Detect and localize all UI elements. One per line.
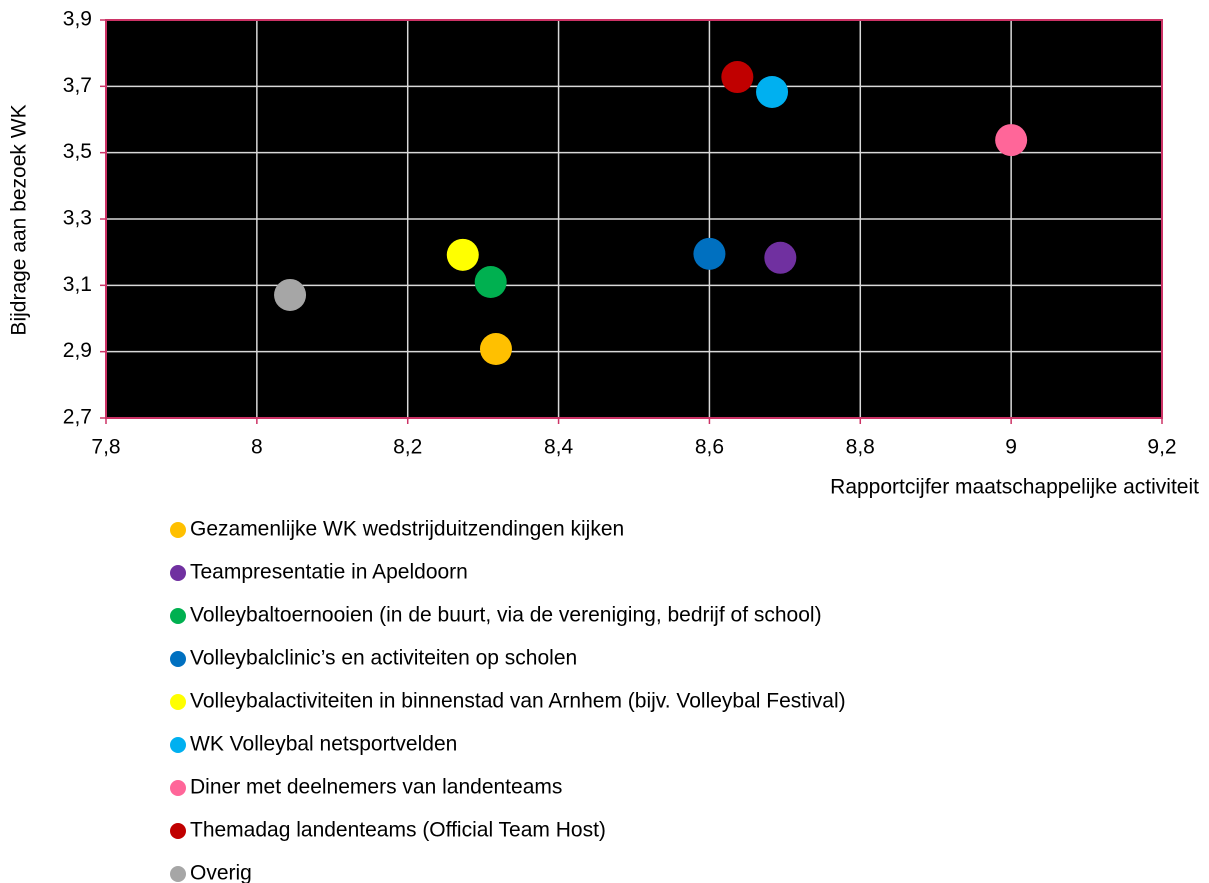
- point: [764, 241, 797, 274]
- legend-label: Volleybalclinic’s en activiteiten op sch…: [190, 647, 577, 670]
- y-tick-label: 3,3: [63, 207, 92, 230]
- x-tick-label: 8,4: [544, 436, 574, 459]
- y-tick-label: 2,7: [63, 406, 92, 429]
- x-tick-label: 9,2: [1147, 436, 1176, 459]
- x-tick-label: 7,8: [91, 436, 120, 459]
- x-tick-label: 8: [251, 436, 263, 459]
- y-tick-label: 3,9: [63, 8, 92, 31]
- legend-label: Overig: [190, 862, 252, 883]
- plot-border: [105, 19, 1163, 419]
- y-axis-title: Bijdrage aan bezoek WK: [8, 104, 31, 335]
- y-tick-label: 3,5: [63, 140, 92, 163]
- legend-swatch: [170, 780, 186, 796]
- legend-swatch: [170, 737, 186, 753]
- legend-label: Volleybaltoernooien (in de buurt, via de…: [190, 604, 822, 627]
- legend-label: Diner met deelnemers van landenteams: [190, 776, 562, 799]
- point: [446, 238, 479, 271]
- y-tick-label: 2,9: [63, 339, 92, 362]
- x-tick-label: 8,8: [846, 436, 875, 459]
- point: [474, 266, 507, 299]
- point: [274, 278, 307, 311]
- legend-swatch: [170, 823, 186, 839]
- legend-swatch: [170, 522, 186, 538]
- legend-label: WK Volleybal netsportvelden: [190, 733, 457, 756]
- x-tick-label: 9: [1005, 436, 1017, 459]
- x-tick-label: 8,6: [695, 436, 724, 459]
- legend-label: Gezamenlijke WK wedstrijduitzendingen ki…: [190, 518, 624, 541]
- point: [693, 237, 726, 270]
- legend-label: Teampresentatie in Apeldoorn: [190, 561, 468, 584]
- legend-label: Volleybalactiviteiten in binnenstad van …: [190, 690, 846, 713]
- point: [479, 333, 512, 366]
- legend-swatch: [170, 866, 186, 882]
- legend-swatch: [170, 565, 186, 581]
- legend-swatch: [170, 608, 186, 624]
- x-tick-label: 8,2: [393, 436, 422, 459]
- legend-swatch: [170, 694, 186, 710]
- legend-label: Themadag landenteams (Official Team Host…: [190, 819, 606, 842]
- y-tick-label: 3,1: [63, 273, 92, 296]
- point: [721, 61, 754, 94]
- x-axis-title: Rapportcijfer maatschappelijke activitei…: [830, 476, 1199, 499]
- point: [756, 75, 789, 108]
- point: [995, 124, 1028, 157]
- legend-swatch: [170, 651, 186, 667]
- y-tick-label: 3,7: [63, 74, 92, 97]
